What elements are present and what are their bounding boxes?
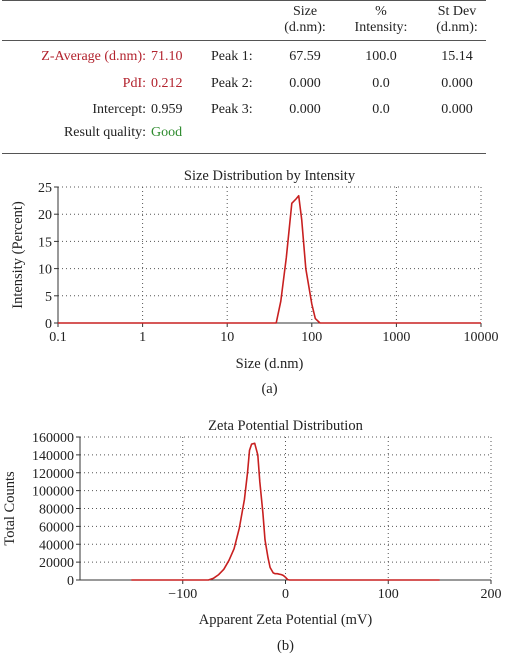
peak-1-label: Peak 1:: [211, 49, 253, 64]
x-tick-label: 100: [301, 330, 322, 345]
peak-1-size: 67.59: [289, 49, 321, 64]
peak-2-label: Peak 2:: [211, 76, 253, 91]
y-tick-label: 20: [38, 208, 52, 223]
y-tick-label: 60000: [39, 520, 74, 535]
peak-1-stdev: 15.14: [441, 49, 473, 64]
x-tick-label: 1000: [382, 330, 410, 345]
y-axis-label: Total Counts: [2, 471, 18, 546]
y-tick-label: 10: [38, 263, 52, 278]
y-tick-label: 25: [38, 181, 52, 196]
y-tick-label: 40000: [39, 538, 74, 553]
x-axis-label: Size (d.nm): [236, 356, 304, 372]
chart-title: Size Distribution by Intensity: [184, 168, 356, 184]
header-intensity-line2: Intensity:: [354, 20, 408, 35]
x-tick-label: 100: [378, 587, 399, 602]
intercept-value: 0.959: [151, 102, 183, 117]
x-tick-label: 0.1: [49, 330, 67, 345]
figure-caption: (b): [277, 638, 294, 654]
y-axis-label: Intensity (Percent): [10, 201, 26, 309]
pdi-label: PdI:: [122, 76, 146, 91]
y-tick-label: 140000: [32, 449, 74, 464]
data-series-line: [58, 194, 481, 324]
header-size: Size (d.nm):: [270, 4, 340, 36]
x-tick-label: 200: [481, 587, 502, 602]
header-stdev-line2: (d.nm):: [436, 20, 478, 35]
y-tick-label: 20000: [39, 556, 74, 571]
result-quality-label: Result quality:: [63, 125, 146, 140]
y-tick-label: 160000: [32, 431, 74, 446]
y-tick-label: 0: [67, 574, 74, 589]
x-tick-label: 1: [139, 330, 146, 345]
table-bottom-rule: [2, 153, 486, 154]
z-average-value: 71.10: [151, 49, 183, 64]
y-tick-label: 120000: [32, 467, 74, 482]
peak-2-size: 0.000: [289, 76, 321, 91]
x-axis-label: Apparent Zeta Potential (mV): [199, 612, 373, 628]
peak-2-intensity: 0.0: [372, 76, 390, 91]
header-intensity-line1: %: [375, 4, 387, 19]
header-stdev: St Dev (d.nm):: [422, 4, 492, 36]
y-tick-label: 5: [45, 290, 52, 305]
y-tick-label: 80000: [39, 503, 74, 518]
size-distribution-chart: 0.1 1 10 100 1000 10000 0 5 10 15 20 25 Size Distrib…: [10, 168, 499, 397]
y-tick-label: 15: [38, 235, 52, 250]
peak-1-intensity: 100.0: [365, 49, 397, 64]
peak-3-size: 0.000: [289, 102, 321, 117]
zeta-potential-chart: −100 0 100 200 0 20000 40000 60000 80000 100000 12…: [2, 418, 502, 654]
header-stdev-line1: St Dev: [437, 4, 477, 19]
z-average-label: Z-Average (d.nm):: [41, 49, 146, 64]
y-tick-label: 100000: [32, 485, 74, 500]
data-series-line: [131, 442, 440, 581]
table-top-rule: [2, 0, 486, 1]
intercept-label: Intercept:: [92, 102, 146, 117]
peak-3-stdev: 0.000: [441, 102, 473, 117]
x-tick-label: 0: [282, 587, 289, 602]
pdi-value: 0.212: [151, 76, 183, 91]
header-size-line1: Size: [292, 4, 318, 19]
header-rule: [2, 40, 486, 41]
y-tick-label: 0: [45, 317, 52, 332]
chart-title: Zeta Potential Distribution: [208, 418, 363, 434]
result-quality-value: Good: [151, 125, 183, 140]
header-size-line2: (d.nm):: [284, 20, 326, 35]
figure-caption: (a): [261, 381, 277, 397]
peak-2-stdev: 0.000: [441, 76, 473, 91]
header-intensity: % Intensity:: [345, 4, 417, 36]
x-tick-label: 10: [220, 330, 234, 345]
x-tick-label: −100: [168, 587, 197, 602]
peak-3-label: Peak 3:: [211, 102, 253, 117]
x-tick-label: 10000: [464, 330, 499, 345]
peak-3-intensity: 0.0: [372, 102, 390, 117]
